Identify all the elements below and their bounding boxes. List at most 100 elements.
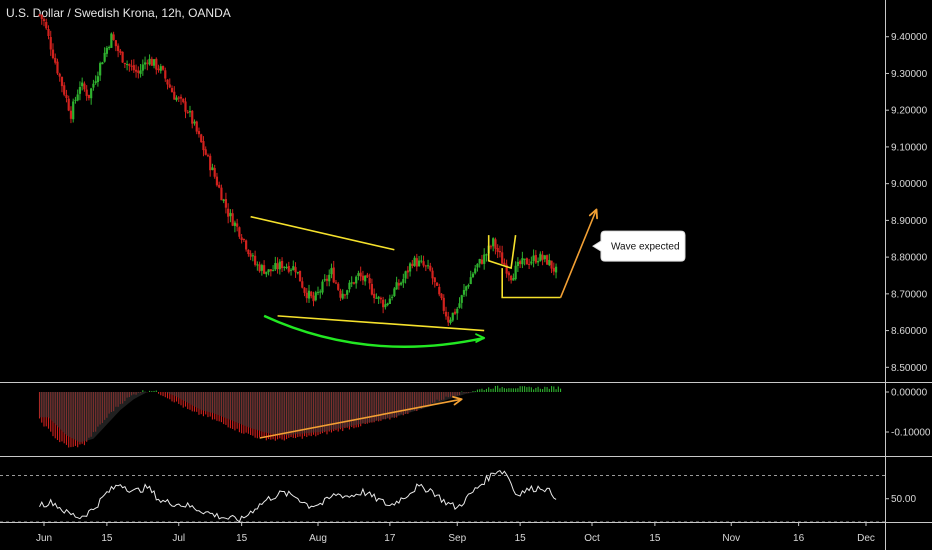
candle-body [440,293,443,299]
candle-body [267,269,270,273]
candle-body [90,88,93,99]
macd-arrow-line [259,398,462,439]
candle-body [197,131,201,135]
x-tick-label: Dec [857,533,875,544]
candle-body [485,254,488,256]
candle-body [143,62,147,65]
arrow-head [588,208,598,220]
candle-body [534,255,537,263]
candle-body [373,293,376,299]
candle-body [323,279,326,281]
candle-body [49,37,52,50]
curved-arrow-head [475,333,486,343]
candle-body [186,112,189,114]
candle-body [121,51,124,63]
candle-body [343,294,347,296]
candle-body [397,283,400,286]
candle-body [420,260,423,262]
candle-body [314,292,317,301]
candle-body [350,282,353,284]
candle-body [155,58,158,70]
y-tick-label: 9.20000 [891,106,928,117]
candle-body [182,98,185,102]
candle-body [132,65,135,71]
candle-body [245,240,248,250]
y-tick-label: -0.10000 [891,428,931,439]
candle-body [105,47,108,54]
candle-body [346,290,349,295]
candle-body [114,40,117,47]
candle-body [63,85,66,95]
candle-body [516,261,519,267]
macd-arrow-head [452,395,463,406]
candle-body [157,68,160,71]
candle-body [525,258,528,265]
candle-body [47,29,50,37]
x-tick-label: Aug [309,533,327,544]
candle-body [357,273,360,276]
candle-body [202,141,205,151]
candle-body [341,293,344,299]
candle-body [269,269,272,272]
candle-body [364,275,367,282]
range-box [487,234,517,270]
x-tick-label: Jul [172,533,185,544]
candle-body [348,282,351,290]
candle-body [469,277,472,285]
candle-body [399,282,403,285]
callout-bubble [592,230,686,262]
candle-body [125,64,129,66]
candle-body [220,187,223,201]
candle-body [465,286,468,291]
candle-body [471,273,475,278]
y-tick-label: 8.80000 [891,253,928,264]
y-tick-label: 9.00000 [891,179,928,190]
candle-body [458,303,461,308]
candle-body [240,237,243,240]
candle-body [337,283,340,290]
price-panel [38,13,558,327]
candle-body [393,288,396,297]
candle-body [249,253,252,257]
candle-body [92,83,95,88]
candle-body [139,70,142,74]
candle-body [411,263,414,267]
candle-body [251,255,254,257]
candle-body [388,298,391,304]
candle-body [453,311,457,314]
candle-body [254,255,257,265]
candle-body [256,264,259,266]
candle-body [213,168,216,177]
candle-body [179,96,183,99]
candle-body [442,297,445,311]
candle-body [224,199,228,208]
candle-body [148,58,151,65]
candle-body [447,316,450,323]
candle-body [258,264,261,272]
candle-body [305,292,308,299]
macd-panel [38,385,562,448]
candle-body [233,222,237,226]
x-tick-label: Sep [448,533,466,544]
candle-body [451,312,454,321]
candle-body [532,255,535,261]
y-tick-label: 8.70000 [891,289,928,300]
candle-body [238,227,241,237]
candle-body [382,299,385,308]
candle-body [404,271,407,279]
candle-body [431,270,434,279]
candle-body [408,263,412,272]
candle-body [103,52,106,62]
candle-body [494,239,497,249]
candle-body [505,264,508,274]
candle-body [391,296,394,298]
candle-body [474,268,477,274]
candle-body [496,247,499,252]
candle-body [478,258,481,264]
candle-body [543,255,546,260]
candle-body [42,19,46,22]
candle-body [536,261,540,263]
candle-body [76,94,79,101]
